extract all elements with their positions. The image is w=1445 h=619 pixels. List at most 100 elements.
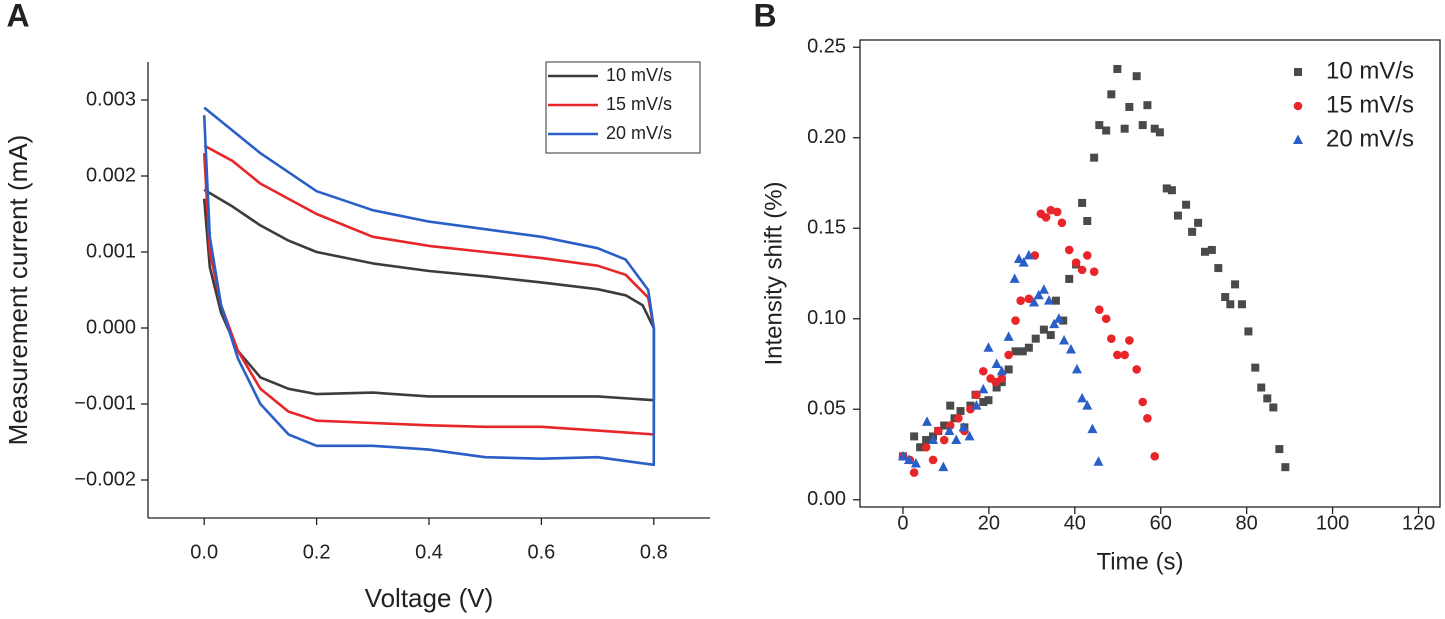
data-point bbox=[1120, 124, 1129, 133]
legend-label: 20 mV/s bbox=[1326, 125, 1414, 152]
x-tick-label: 0.0 bbox=[190, 541, 218, 563]
data-point bbox=[933, 426, 943, 436]
data-point bbox=[992, 383, 1001, 392]
data-point bbox=[1107, 334, 1116, 343]
x-tick-label: 0.4 bbox=[415, 541, 443, 563]
data-point bbox=[1143, 414, 1152, 423]
data-point bbox=[928, 455, 938, 465]
legend-label: 10 mV/s bbox=[606, 65, 672, 85]
data-point bbox=[954, 414, 963, 423]
data-point bbox=[1077, 392, 1088, 403]
cv-curve bbox=[202, 144, 656, 436]
y-tick-label: −0.001 bbox=[74, 392, 136, 414]
y-axis-label: Measurement current (mA) bbox=[3, 135, 33, 446]
x-tick-label: 0.6 bbox=[527, 541, 555, 563]
data-point bbox=[1033, 289, 1044, 300]
data-point bbox=[910, 432, 919, 441]
data-point bbox=[1013, 253, 1024, 264]
data-point bbox=[1018, 257, 1029, 267]
data-point bbox=[1009, 273, 1020, 283]
data-point bbox=[1011, 347, 1020, 356]
data-point bbox=[1226, 300, 1235, 309]
data-point bbox=[1125, 102, 1134, 111]
data-point bbox=[1046, 205, 1056, 215]
data-point bbox=[956, 407, 965, 416]
data-point bbox=[944, 425, 955, 435]
data-point bbox=[921, 442, 931, 452]
data-point bbox=[1039, 325, 1048, 334]
data-point bbox=[951, 434, 962, 445]
data-point bbox=[1031, 334, 1040, 343]
legend-box bbox=[545, 61, 701, 154]
x-tick-label: 0 bbox=[897, 512, 908, 534]
x-axis-label: Voltage (V) bbox=[365, 583, 494, 613]
data-point bbox=[1004, 350, 1013, 360]
data-point bbox=[1003, 331, 1014, 341]
cv-curve bbox=[202, 106, 656, 467]
data-point bbox=[1269, 403, 1278, 412]
y-tick-label: 0.20 bbox=[807, 126, 846, 148]
data-point bbox=[1155, 128, 1164, 137]
data-point bbox=[940, 421, 949, 430]
x-tick-label: 20 bbox=[978, 512, 1000, 534]
x-tick-label: 0.2 bbox=[303, 541, 331, 563]
data-point bbox=[1057, 218, 1067, 228]
legend-label: 15 mV/s bbox=[1326, 91, 1414, 118]
data-point bbox=[922, 436, 931, 445]
data-point bbox=[1113, 350, 1122, 360]
legend-label: 20 mV/s bbox=[606, 123, 672, 143]
data-point bbox=[1167, 186, 1176, 195]
data-point bbox=[1049, 318, 1060, 329]
data-point bbox=[939, 435, 949, 445]
data-point bbox=[928, 434, 939, 445]
data-point bbox=[1095, 305, 1104, 315]
data-point bbox=[1214, 264, 1223, 273]
data-point bbox=[922, 416, 933, 426]
legend-marker bbox=[1293, 101, 1303, 111]
data-point bbox=[1150, 124, 1159, 133]
x-axis-label: Time (s) bbox=[1096, 548, 1183, 575]
data-point bbox=[1051, 296, 1060, 305]
data-point bbox=[984, 396, 993, 405]
panel-label: A bbox=[6, 0, 29, 33]
data-point bbox=[909, 468, 919, 477]
legend-marker bbox=[1293, 134, 1303, 144]
data-point bbox=[1173, 211, 1182, 220]
data-point bbox=[1237, 300, 1246, 309]
data-point bbox=[1093, 456, 1104, 466]
data-point bbox=[1044, 295, 1055, 305]
x-tick-label: 0.8 bbox=[640, 541, 668, 563]
data-point bbox=[1275, 445, 1284, 454]
y-tick-label: −0.002 bbox=[74, 468, 136, 490]
x-tick-label: 60 bbox=[1150, 512, 1172, 534]
data-point bbox=[1281, 463, 1290, 472]
data-point bbox=[1207, 245, 1216, 254]
y-tick-label: 0.003 bbox=[86, 88, 136, 110]
data-point bbox=[1257, 383, 1266, 392]
data-point bbox=[1150, 452, 1160, 461]
y-tick-label: 0.001 bbox=[86, 240, 136, 262]
data-point bbox=[1182, 200, 1191, 209]
y-tick-label: 0.15 bbox=[807, 217, 846, 239]
y-tick-label: 0.002 bbox=[86, 164, 136, 186]
data-point bbox=[1107, 90, 1116, 99]
x-tick-label: 40 bbox=[1064, 512, 1086, 534]
y-tick-label: 0.05 bbox=[807, 398, 846, 420]
data-point bbox=[966, 404, 975, 414]
data-point bbox=[1071, 363, 1082, 374]
panel-label: B bbox=[753, 0, 776, 33]
data-point bbox=[1065, 344, 1076, 354]
x-tick-label: 100 bbox=[1316, 512, 1349, 534]
data-point bbox=[1095, 121, 1104, 130]
data-point bbox=[1059, 334, 1070, 345]
data-point bbox=[1082, 400, 1093, 410]
data-point bbox=[972, 390, 981, 400]
data-point bbox=[1046, 331, 1055, 340]
data-point bbox=[991, 358, 1002, 369]
data-point bbox=[1132, 72, 1141, 81]
data-point bbox=[1083, 217, 1092, 226]
data-point bbox=[1064, 245, 1074, 255]
data-point bbox=[1078, 198, 1087, 207]
data-point bbox=[916, 443, 925, 452]
